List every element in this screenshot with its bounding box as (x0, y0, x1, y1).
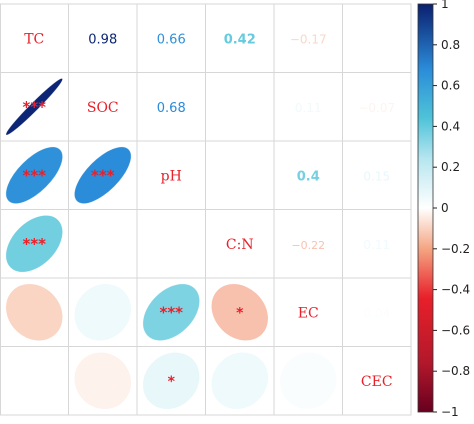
ellipse-ec-soc (74, 283, 132, 341)
variable-label-cec: CEC (361, 374, 393, 390)
coefficient-tc-ec: −0.17 (290, 32, 327, 46)
colorbar-tick-label: 0.8 (441, 38, 460, 52)
ellipse-cec-soc (74, 352, 132, 410)
colorbar-tick-label: −0.2 (441, 242, 470, 256)
ellipse-cec-c-n (211, 352, 269, 410)
colorbar-ticks: 1 0.8 0.6 0.4 0.2 0 −0.2 −0.4 −0.6 −0.8 −1 (433, 0, 470, 419)
coefficient-c-n-cec: 0.11 (363, 238, 390, 252)
variable-label-ec: EC (298, 305, 319, 321)
coefficient-tc-ph: 0.66 (157, 32, 186, 47)
significance-stars-cec-ph: * (168, 374, 176, 390)
ellipse-ph-soc (74, 146, 132, 204)
significance-stars-ph-soc: *** (91, 166, 115, 184)
coefficient-soc-ph: 0.68 (157, 101, 186, 116)
ellipse-cec-tc (5, 352, 63, 410)
colorbar: 1 0.8 0.6 0.4 0.2 0 −0.2 −0.4 −0.6 −0.8 −1 (417, 0, 470, 419)
coefficient-ph-cec: 0.15 (363, 169, 390, 183)
coefficient-tc-c-n: 0.42 (224, 32, 256, 47)
ellipse-cec-ec (279, 352, 337, 410)
variable-label-c-n: C:N (226, 237, 254, 253)
colorbar-tick-label: −1 (441, 405, 459, 419)
ellipse-c-n-soc (74, 215, 132, 273)
coefficient-soc-ec: 0.11 (295, 101, 322, 115)
coefficient-c-n-ec: −0.22 (291, 239, 325, 252)
correlation-ellipses (5, 78, 337, 410)
ellipse-ec-tc (5, 283, 63, 341)
colorbar-tick-label: −0.8 (441, 364, 470, 378)
colorbar-tick-label: −0.6 (441, 323, 470, 337)
significance-stars-ec-ph: *** (159, 303, 183, 321)
significance-stars-soc-tc: *** (22, 98, 46, 116)
coefficient-tc-soc: 0.98 (88, 32, 117, 47)
significance-stars-c-n-tc: *** (22, 235, 46, 253)
ellipse-ec-c-n (211, 283, 269, 341)
ellipse-ec-ph (142, 283, 200, 341)
colorbar-gradient (417, 3, 434, 413)
matrix-grid (0, 3, 412, 416)
ellipse-ph-tc (5, 146, 63, 204)
ellipse-c-n-tc (5, 215, 63, 273)
significance-stars-ec-c-n: * (236, 305, 244, 321)
significance-stars-ph-tc: *** (22, 166, 46, 184)
variable-label-tc: TC (24, 31, 44, 47)
ellipse-cec-ph (142, 352, 200, 410)
colorbar-tick-label: 0.4 (441, 119, 460, 133)
coefficient-ph-c-n: 0.00 (226, 169, 253, 183)
coefficient-ec-cec: 0.04 (363, 306, 390, 320)
colorbar-tick-label: 0 (441, 201, 449, 215)
colorbar-tick-label: −0.4 (441, 283, 470, 297)
ellipse-c-n-ph (142, 215, 200, 273)
colorbar-tick-label: 0.6 (441, 79, 460, 93)
coefficient-soc-cec: −0.07 (358, 101, 395, 115)
variable-label-soc: SOC (87, 100, 119, 116)
colorbar-tick-label: 0.2 (441, 160, 460, 174)
variable-label-ph: pH (161, 168, 182, 184)
colorbar-tick-label: 1 (441, 0, 449, 11)
ellipse-soc-tc (5, 78, 63, 136)
coefficient-ph-ec: 0.4 (297, 169, 320, 184)
